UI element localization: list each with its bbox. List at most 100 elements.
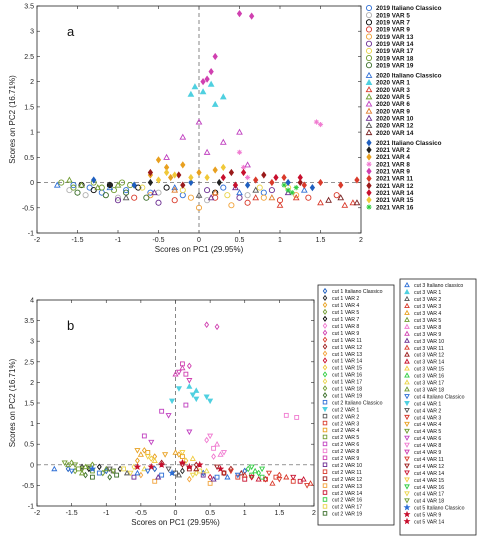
legend-item-cut-4-var-15: cut 4 VAR 15 <box>404 477 444 484</box>
data-point <box>211 189 219 196</box>
data-point <box>134 448 141 454</box>
chart-a-panel-label: a <box>67 24 75 39</box>
data-point <box>236 189 243 196</box>
series-2021-var-2 <box>107 178 222 189</box>
data-point <box>307 480 314 486</box>
data-point <box>148 455 154 462</box>
legend-label: cut 1 VAR 17 <box>332 380 362 386</box>
data-point <box>176 171 182 179</box>
data-point <box>293 192 300 199</box>
data-point <box>131 463 137 471</box>
series-cut-1-var-12 <box>159 459 234 473</box>
series-cut-4-var-17 <box>127 470 196 479</box>
legend-item-cut-2-var-11: cut 2 VAR 11 <box>322 469 362 476</box>
legend-item-cut-3-var-10: cut 3 VAR 10 <box>404 337 444 345</box>
data-point <box>189 472 196 479</box>
legend-item-cut-4-var-18: cut 4 VAR 18 <box>404 498 444 505</box>
data-point <box>317 199 324 206</box>
data-point <box>110 468 116 474</box>
series-cut-2-var-10 <box>131 472 206 480</box>
series-cut-1-var-5 <box>69 459 95 473</box>
series-2021-italiano-classico <box>91 176 316 192</box>
legend-label: 2021 VAR 9 <box>376 169 410 176</box>
legend-label: cut 3 VAR 3 <box>414 304 441 310</box>
data-point <box>102 192 109 199</box>
data-point <box>269 480 276 486</box>
legend-marker <box>404 281 410 288</box>
series-cut-1-var-14 <box>207 473 268 483</box>
data-point <box>186 362 192 370</box>
data-point <box>333 192 340 199</box>
data-point <box>61 460 68 466</box>
legend-label: cut 3 VAR 17 <box>414 381 444 387</box>
data-point <box>183 402 189 408</box>
x-tick-label: 2 <box>359 237 363 244</box>
legend-marker <box>322 329 328 336</box>
legend-label: cut 1 VAR 15 <box>332 366 362 372</box>
series-cut-2-var-1 <box>168 386 210 405</box>
legend-item-cut-4-var-17: cut 4 VAR 17 <box>404 491 444 498</box>
data-point <box>168 173 174 182</box>
data-point <box>200 469 206 477</box>
legend-label: 2021 VAR 12 <box>376 183 414 190</box>
legend-item-cut-3-var-2: cut 3 VAR 2 <box>404 295 441 303</box>
legend-label: 2019 VAR 14 <box>376 41 414 48</box>
legend-item-cut-2-var-8: cut 2 VAR 8 <box>322 448 359 455</box>
legend-marker <box>365 86 373 93</box>
legend-label: cut 4 Italiano Classico <box>414 394 465 400</box>
data-point <box>193 461 199 469</box>
legend-label: cut 4 VAR 3 <box>414 415 441 421</box>
data-point <box>193 465 200 472</box>
legend-label: cut 4 VAR 4 <box>414 422 441 428</box>
data-point <box>276 476 283 483</box>
legend-label: 2021 VAR 8 <box>376 161 410 168</box>
data-point <box>236 194 243 201</box>
legend-item-cut-1-var-2: cut 1 VAR 2 <box>322 294 359 302</box>
data-point <box>51 465 58 472</box>
data-point <box>255 475 262 482</box>
series-cut-1-var-15 <box>148 455 189 464</box>
chart-b-y-axis-label: Scores on PC2 (16.71%) <box>8 358 17 447</box>
data-point <box>338 181 344 189</box>
data-point <box>242 467 248 475</box>
y-tick-label: -1 <box>28 504 34 511</box>
data-point <box>196 460 204 468</box>
legend-label: cut 1 VAR 9 <box>332 331 359 337</box>
data-point <box>242 476 248 482</box>
data-point <box>232 184 239 191</box>
data-point <box>121 466 126 472</box>
data-point <box>122 194 130 201</box>
legend-item-2020-var-9: 2020 VAR 9 <box>365 107 410 115</box>
data-point <box>83 471 88 479</box>
data-point <box>219 138 227 145</box>
legend-item-cut-2-italiano-classico: cut 2 Italiano Classico <box>322 399 383 406</box>
series-2019-var-17 <box>139 184 292 199</box>
x-tick-label: -1 <box>115 237 121 244</box>
legend-marker <box>322 294 328 302</box>
data-point <box>317 121 324 128</box>
data-point <box>341 201 349 208</box>
series-cut-3-var-1 <box>186 383 200 393</box>
data-point <box>195 191 203 198</box>
legend-item-cut-1-var-7: cut 1 VAR 7 <box>322 315 359 323</box>
x-tick-label: 0.5 <box>235 237 245 244</box>
data-point <box>260 194 267 201</box>
legend-marker <box>404 386 410 392</box>
series-cut-1-var-11 <box>221 469 282 481</box>
data-point <box>273 173 279 182</box>
series-cut-1-var-13 <box>138 471 192 483</box>
data-point <box>179 462 186 469</box>
data-point <box>220 173 226 182</box>
series-cut-2-var-5 <box>76 466 95 474</box>
y-tick-label: 3 <box>30 339 34 346</box>
data-point <box>186 475 192 483</box>
data-point <box>171 184 179 191</box>
data-point <box>290 478 296 484</box>
data-point <box>180 361 185 367</box>
legend-item-cut-2-var-10: cut 2 VAR 10 <box>322 462 362 469</box>
legend-label: cut 4 VAR 2 <box>414 408 441 414</box>
chart-b-panel-label: b <box>67 318 74 333</box>
data-point <box>317 178 324 187</box>
data-point <box>117 465 123 473</box>
series-cut-4-var-2 <box>106 466 172 473</box>
